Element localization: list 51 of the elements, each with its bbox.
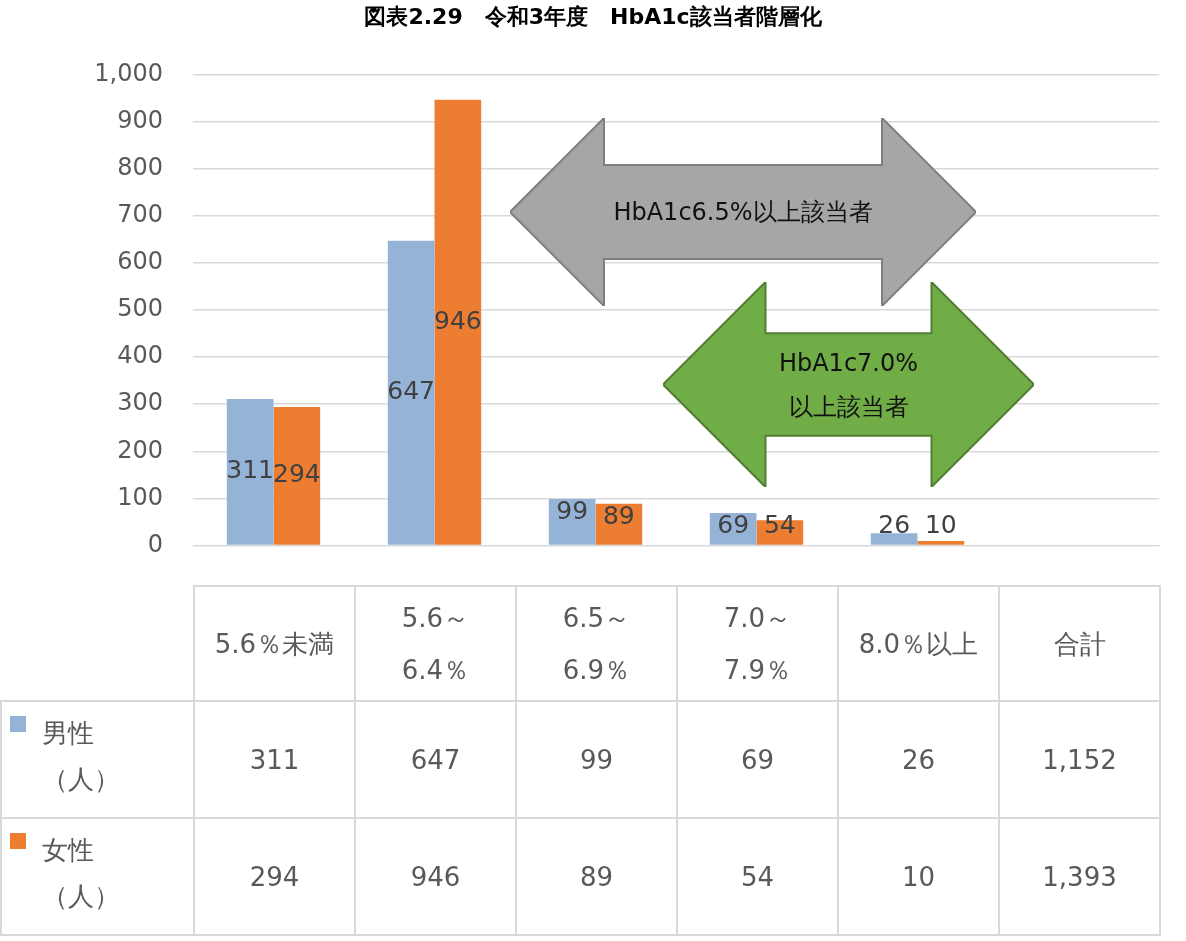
bar: [226, 399, 274, 545]
text: 1,393: [1042, 861, 1117, 892]
y-tick-label: 900: [117, 105, 163, 134]
x-tick-label: 8.0％以上: [838, 586, 999, 701]
data-label: 26: [838, 701, 999, 818]
double-arrow: HbA1c6.5%以上該当者: [510, 118, 976, 306]
annotation: HbA1c7.0%以上該当者: [778, 347, 919, 423]
text: 69: [717, 510, 750, 540]
text: 26: [878, 510, 911, 540]
x-tick-label: 7.0～7.9％: [677, 586, 838, 701]
y-tick-label: 700: [117, 199, 163, 228]
y-tick-label: 800: [117, 152, 163, 181]
data-label: 311: [194, 701, 355, 818]
y-tick-label: 300: [117, 388, 163, 417]
y-tick-label: 0: [147, 529, 163, 558]
text: 89: [602, 501, 635, 531]
legend-label: 男性（人）: [42, 717, 121, 796]
x-tick-label: 5.6～6.4％: [355, 586, 516, 701]
data-label: 10: [838, 818, 999, 935]
text: 946: [433, 305, 482, 335]
data-label: 946: [355, 818, 516, 935]
data-label: 647: [355, 701, 516, 818]
data-label: 99: [516, 701, 677, 818]
y-tick-label: 1,000: [94, 58, 163, 87]
bar: [387, 240, 435, 545]
text: 10: [924, 510, 957, 540]
x-tick-label: 5.6％未満: [194, 586, 355, 701]
chart-title: 図表2.29 令和3年度 HbA1c該当者階層化: [363, 3, 823, 31]
data-label: 69: [677, 701, 838, 818]
data-label: 89: [516, 818, 677, 935]
text: 311: [226, 455, 275, 485]
y-tick-label: 200: [117, 435, 163, 464]
x-tick-label: 合計: [999, 586, 1160, 701]
text: 294: [272, 459, 321, 489]
x-tick-label: 6.5～6.9％: [516, 586, 677, 701]
text: 1,152: [1042, 744, 1117, 775]
bar: [870, 533, 918, 545]
text: 99: [556, 496, 589, 526]
text: 647: [387, 376, 436, 406]
bar: [273, 407, 321, 545]
double-arrow: HbA1c7.0%以上該当者: [663, 282, 1034, 487]
data-label: 294: [194, 818, 355, 935]
annotation: HbA1c6.5%以上該当者: [612, 197, 874, 228]
legend-label: 女性（人）: [42, 834, 121, 913]
bar: [917, 540, 965, 545]
y-tick-label: 500: [117, 294, 163, 323]
data-label: 54: [677, 818, 838, 935]
bar: [434, 99, 482, 545]
y-tick-label: 600: [117, 247, 163, 276]
y-tick-label: 400: [117, 341, 163, 370]
y-tick-label: 100: [117, 482, 163, 511]
